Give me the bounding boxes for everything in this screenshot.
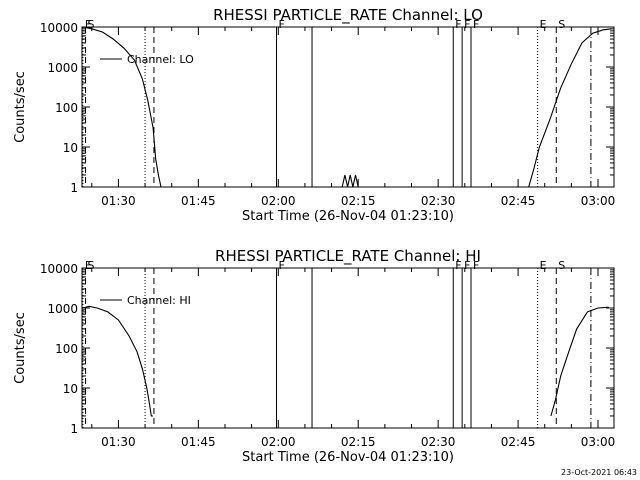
chart-panel-1: RHESSI PARTICLE_RATE Channel: LO 1 10 100 10…: [13, 6, 615, 224]
chart-panel-2: RHESSI PARTICLE_RATE Channel: HI 1 10 100 10…: [13, 247, 615, 465]
marker-label: E: [85, 18, 92, 31]
marker-label: F: [473, 18, 479, 31]
legend-label: Channel: HI: [127, 294, 191, 307]
marker-label: F: [473, 259, 479, 272]
marker-label: F: [464, 18, 470, 31]
marker-label: S: [88, 259, 95, 272]
marker-label: F: [455, 259, 461, 272]
y-tick-label: 10: [63, 382, 78, 396]
legend-label: Channel: LO: [127, 53, 194, 66]
marker-label: F: [464, 259, 470, 272]
y-tick-label: 100: [55, 101, 78, 115]
series-line: [82, 305, 609, 417]
x-tick-label: 01:30: [101, 435, 136, 449]
plot-frame: [81, 267, 615, 429]
marker-label: S: [558, 18, 565, 31]
x-tick-label: 02:30: [421, 194, 456, 208]
marker-label: S: [558, 259, 565, 272]
timestamp: 23-Oct-2021 06:43: [561, 468, 637, 477]
x-axis-label: Start Time (26-Nov-04 01:23:10): [242, 209, 454, 224]
y-tick-label: 10000: [40, 21, 78, 35]
x-tick-label: 03:00: [581, 194, 616, 208]
y-tick-label: 10000: [40, 262, 78, 276]
y-tick-label: 10: [63, 141, 78, 155]
y-tick-label: 100: [55, 342, 78, 356]
x-tick-label: 02:15: [341, 435, 376, 449]
x-tick-label: 01:45: [181, 194, 216, 208]
marker-label: E: [85, 259, 92, 272]
series-line: [82, 26, 612, 188]
x-tick-label: 02:30: [421, 435, 456, 449]
plot-frame: [81, 26, 615, 188]
y-axis-label: Counts/sec: [13, 71, 28, 143]
chart-title: RHESSI PARTICLE_RATE Channel: HI: [215, 247, 481, 266]
x-tick-label: 02:00: [261, 194, 296, 208]
y-tick-label: 1: [70, 181, 78, 195]
chart-title: RHESSI PARTICLE_RATE Channel: LO: [213, 6, 483, 25]
y-tick-label: 1: [70, 422, 78, 436]
y-tick-label: 1000: [47, 302, 78, 316]
x-tick-label: 01:30: [101, 194, 136, 208]
x-tick-label: 02:45: [501, 435, 536, 449]
y-axis-label: Counts/sec: [13, 312, 28, 384]
marker-label: F: [455, 18, 461, 31]
marker-label: E: [540, 18, 547, 31]
x-tick-label: 02:15: [341, 194, 376, 208]
marker-label: F: [279, 18, 285, 31]
marker-label: E: [540, 259, 547, 272]
x-tick-label: 02:45: [501, 194, 536, 208]
y-tick-label: 1000: [47, 61, 78, 75]
marker-label: S: [88, 18, 95, 31]
x-tick-label: 01:45: [181, 435, 216, 449]
x-tick-label: 03:00: [581, 435, 616, 449]
x-tick-label: 02:00: [261, 435, 296, 449]
x-axis-label: Start Time (26-Nov-04 01:23:10): [242, 450, 454, 465]
marker-label: F: [279, 259, 285, 272]
